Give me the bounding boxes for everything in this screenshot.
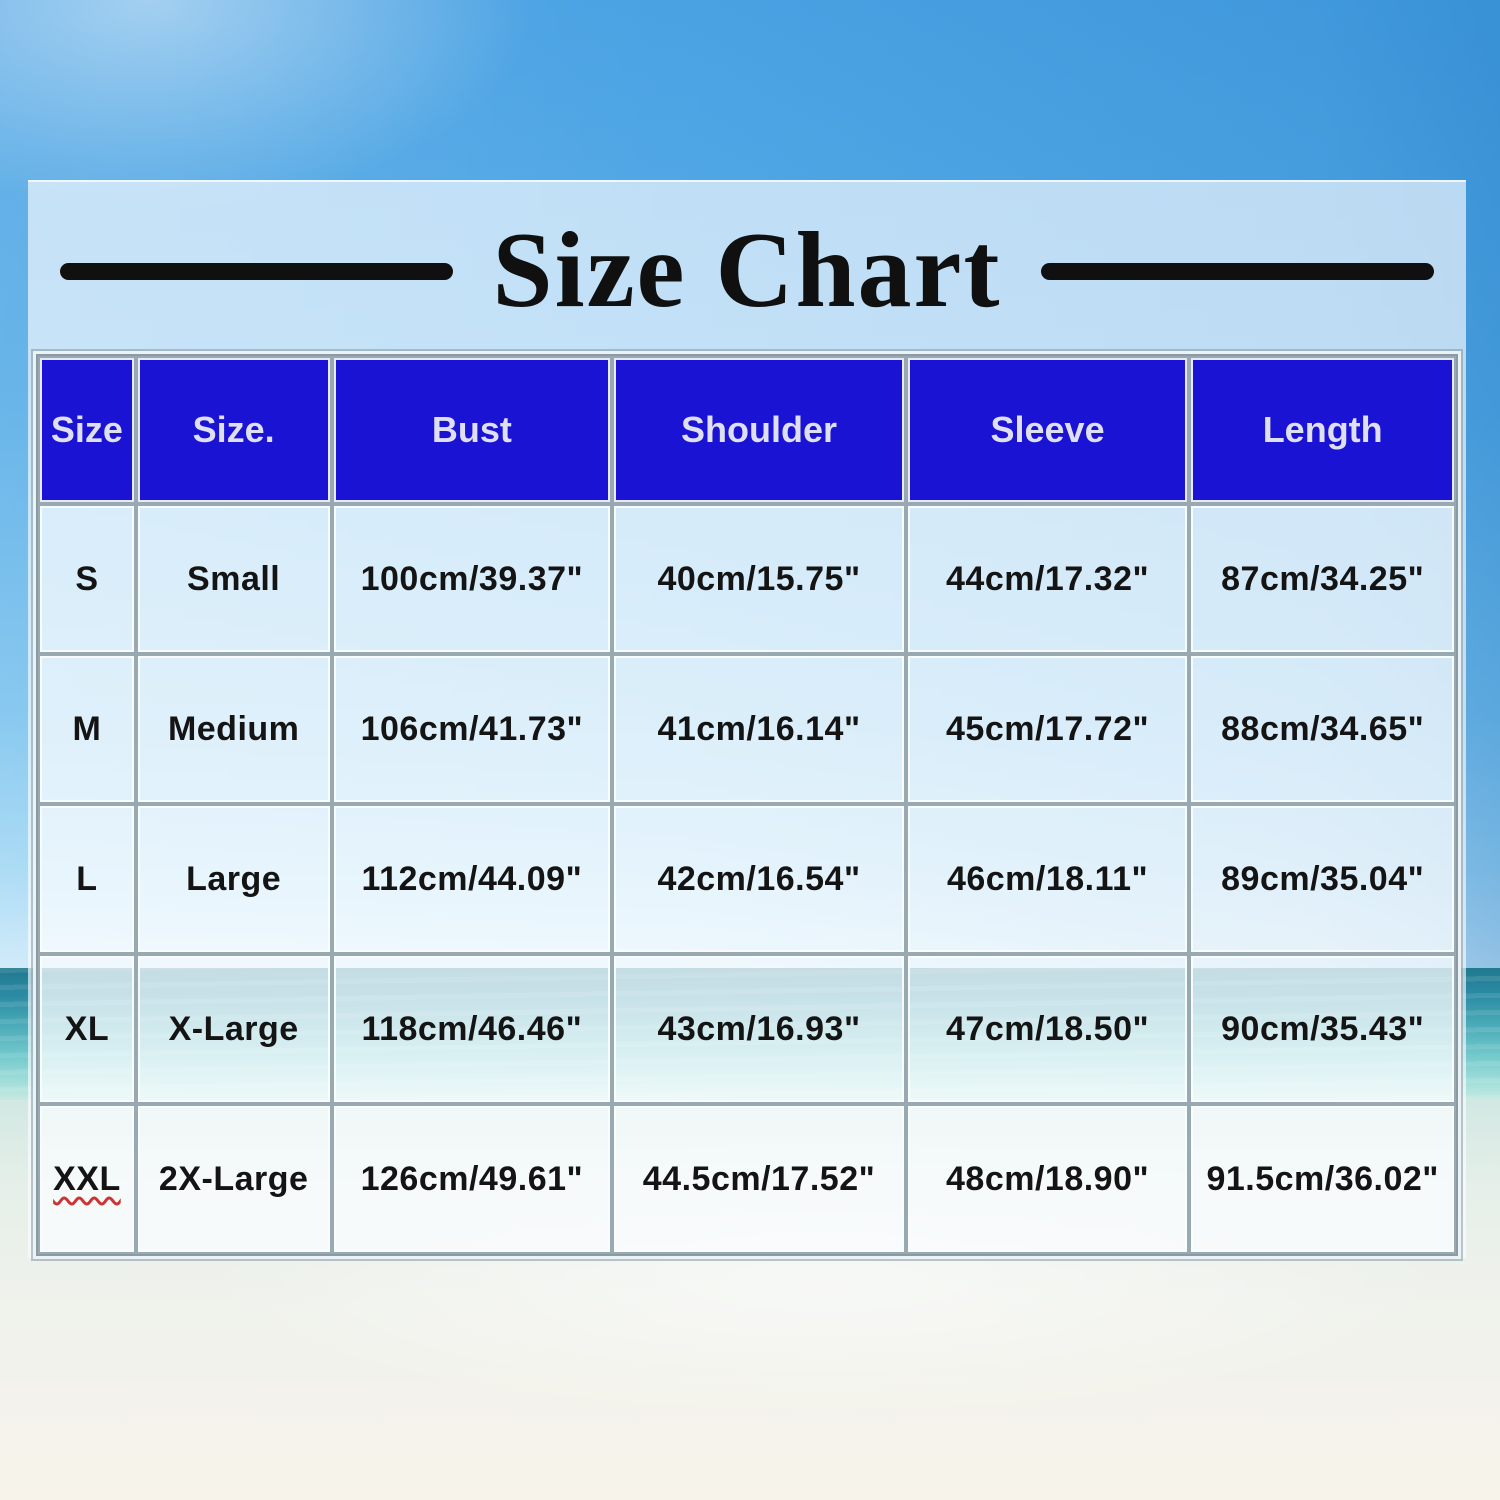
- cell-text: 48cm/18.90": [946, 1159, 1150, 1198]
- cell-r4-c2: 126cm/49.61": [331, 1104, 613, 1254]
- column-header-5: Length: [1189, 356, 1456, 504]
- cell-text: L: [76, 859, 98, 898]
- cell-text: 91.5cm/36.02": [1206, 1159, 1439, 1198]
- cell-text: 45cm/17.72": [946, 709, 1150, 748]
- column-header-4: Sleeve: [905, 356, 1190, 504]
- cell-r3-c3: 43cm/16.93": [612, 954, 906, 1104]
- title-rule-left: [60, 262, 453, 280]
- cell-r0-c4: 44cm/17.32": [905, 504, 1190, 654]
- cell-text: 126cm/49.61": [360, 1159, 584, 1198]
- cell-r4-c4: 48cm/18.90": [905, 1104, 1190, 1254]
- cell-r2-c3: 42cm/16.54": [612, 804, 906, 954]
- cell-r0-c2: 100cm/39.37": [331, 504, 613, 654]
- cell-r1-c0: M: [38, 654, 136, 804]
- table-row: XXL 2X-Large 126cm/49.61" 44.5cm/17.52" 48cm…: [38, 1104, 1456, 1254]
- cell-text: Large: [186, 859, 282, 898]
- cell-r3-c4: 47cm/18.50": [905, 954, 1190, 1104]
- cell-text: 90cm/35.43": [1221, 1009, 1425, 1048]
- cell-r4-c3: 44.5cm/17.52": [612, 1104, 906, 1254]
- cell-text: 106cm/41.73": [360, 709, 584, 748]
- cell-text: 89cm/35.04": [1221, 859, 1425, 898]
- cell-text: 2X-Large: [158, 1159, 309, 1198]
- title-row: Size Chart: [28, 206, 1466, 336]
- table-wrapper: Size Size. Bust Shoulder Sleeve Length S Small…: [36, 354, 1458, 1256]
- cell-r1-c5: 88cm/34.65": [1189, 654, 1456, 804]
- cell-r0-c5: 87cm/34.25": [1189, 504, 1456, 654]
- column-header-1: Size.: [135, 356, 332, 504]
- table-row: S Small 100cm/39.37" 40cm/15.75" 44cm/17.32"…: [38, 504, 1456, 654]
- cell-text: X-Large: [168, 1009, 299, 1048]
- cell-r3-c0: XL: [38, 954, 136, 1104]
- cell-r0-c1: Small: [135, 504, 332, 654]
- cell-text: S: [75, 559, 99, 598]
- title-rule-right: [1041, 262, 1434, 280]
- cell-r0-c3: 40cm/15.75": [612, 504, 906, 654]
- cell-r2-c1: Large: [135, 804, 332, 954]
- table-row: M Medium 106cm/41.73" 41cm/16.14" 45cm/17.72…: [38, 654, 1456, 804]
- cell-text: 118cm/46.46": [361, 1009, 583, 1048]
- cell-r4-c1: 2X-Large: [135, 1104, 332, 1254]
- cell-text: 112cm/44.09": [361, 859, 583, 898]
- cell-r2-c2: 112cm/44.09": [331, 804, 613, 954]
- cell-r2-c4: 46cm/18.11": [905, 804, 1190, 954]
- column-header-3: Shoulder: [612, 356, 906, 504]
- cell-r4-c0: XXL: [38, 1104, 136, 1254]
- cell-r1-c2: 106cm/41.73": [331, 654, 613, 804]
- cell-r3-c2: 118cm/46.46": [331, 954, 613, 1104]
- cell-text: M: [72, 709, 102, 748]
- cell-r1-c4: 45cm/17.72": [905, 654, 1190, 804]
- cell-text: 44.5cm/17.52": [642, 1159, 876, 1198]
- cell-text: 87cm/34.25": [1221, 559, 1425, 598]
- cell-r2-c0: L: [38, 804, 136, 954]
- cell-r1-c3: 41cm/16.14": [612, 654, 906, 804]
- table-body: S Small 100cm/39.37" 40cm/15.75" 44cm/17.32"…: [38, 504, 1456, 1254]
- table-header: Size Size. Bust Shoulder Sleeve Length: [38, 356, 1456, 504]
- cell-text: Small: [187, 559, 281, 598]
- cell-text: 42cm/16.54": [657, 859, 861, 898]
- cell-text: 88cm/34.65": [1221, 709, 1425, 748]
- cell-text: 43cm/16.93": [657, 1009, 861, 1048]
- cell-text: XL: [64, 1009, 110, 1048]
- cell-text: Medium: [167, 709, 300, 748]
- table-row: XL X-Large 118cm/46.46" 43cm/16.93" 47cm/18.…: [38, 954, 1456, 1104]
- cell-text: 100cm/39.37": [360, 559, 584, 598]
- cell-text: 47cm/18.50": [946, 1009, 1150, 1048]
- size-chart-panel: Size Chart Size Size. Bust Shoulder Sleeve Le…: [28, 180, 1466, 1258]
- column-header-2: Bust: [331, 356, 613, 504]
- table-row: L Large 112cm/44.09" 42cm/16.54" 46cm/18.11"…: [38, 804, 1456, 954]
- cell-r3-c1: X-Large: [135, 954, 332, 1104]
- size-chart-table: Size Size. Bust Shoulder Sleeve Length S Small…: [36, 354, 1458, 1256]
- column-header-0: Size: [38, 356, 136, 504]
- cell-r3-c5: 90cm/35.43": [1189, 954, 1456, 1104]
- cell-r4-c5: 91.5cm/36.02": [1189, 1104, 1456, 1254]
- cell-text: 40cm/15.75": [657, 559, 861, 598]
- cell-r0-c0: S: [38, 504, 136, 654]
- page-title: Size Chart: [492, 210, 1002, 330]
- cell-r1-c1: Medium: [135, 654, 332, 804]
- cell-text: 44cm/17.32": [946, 559, 1150, 598]
- cell-r2-c5: 89cm/35.04": [1189, 804, 1456, 954]
- cell-text: XXL: [53, 1159, 121, 1198]
- cell-text: 46cm/18.11": [946, 859, 1149, 898]
- cell-text: 41cm/16.14": [657, 709, 861, 748]
- header-row: Size Size. Bust Shoulder Sleeve Length: [38, 356, 1456, 504]
